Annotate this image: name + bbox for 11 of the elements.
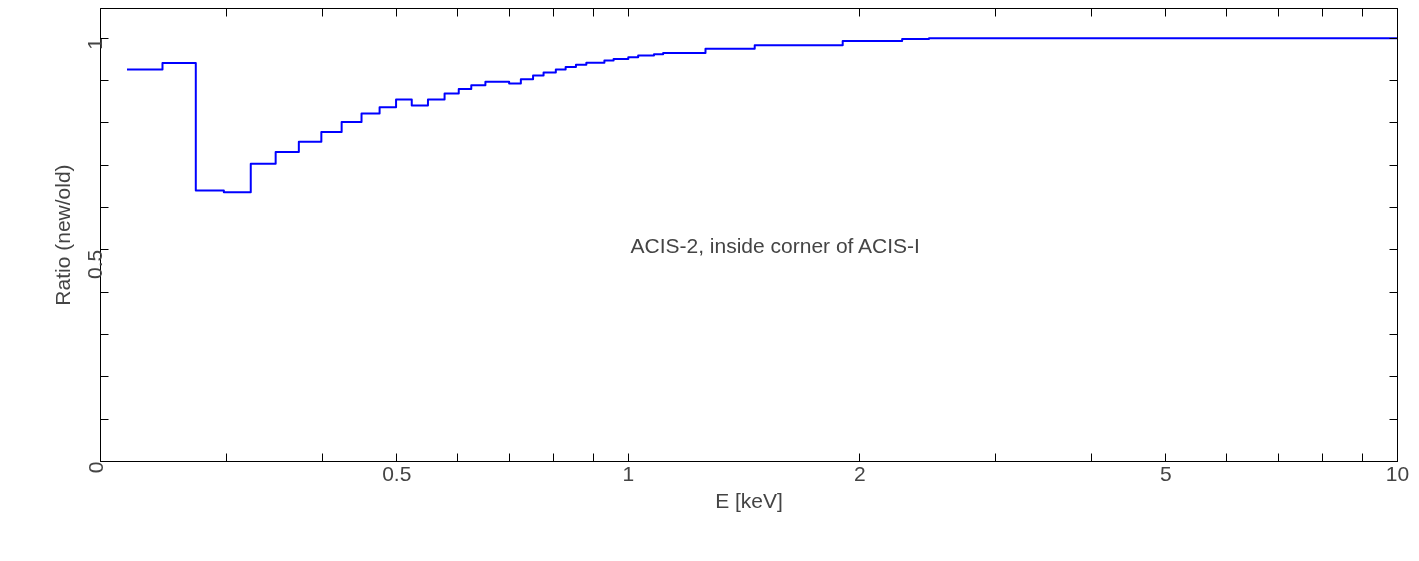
- y-tick-label: 0.5: [83, 249, 107, 280]
- x-axis-title: E [keV]: [715, 488, 783, 512]
- x-tick-label: 2: [854, 461, 866, 485]
- x-tick-label: 10: [1385, 461, 1410, 485]
- annotation: ACIS-2, inside corner of ACIS-I: [630, 233, 920, 257]
- x-tick-label: 5: [1160, 461, 1172, 485]
- y-tick-label: 1: [83, 38, 107, 50]
- x-tick-label: 0.5: [382, 461, 412, 485]
- y-tick-label: 0: [83, 461, 107, 474]
- y-axis-title: Ratio (new/old): [50, 164, 74, 306]
- x-tick-label: 1: [622, 461, 635, 485]
